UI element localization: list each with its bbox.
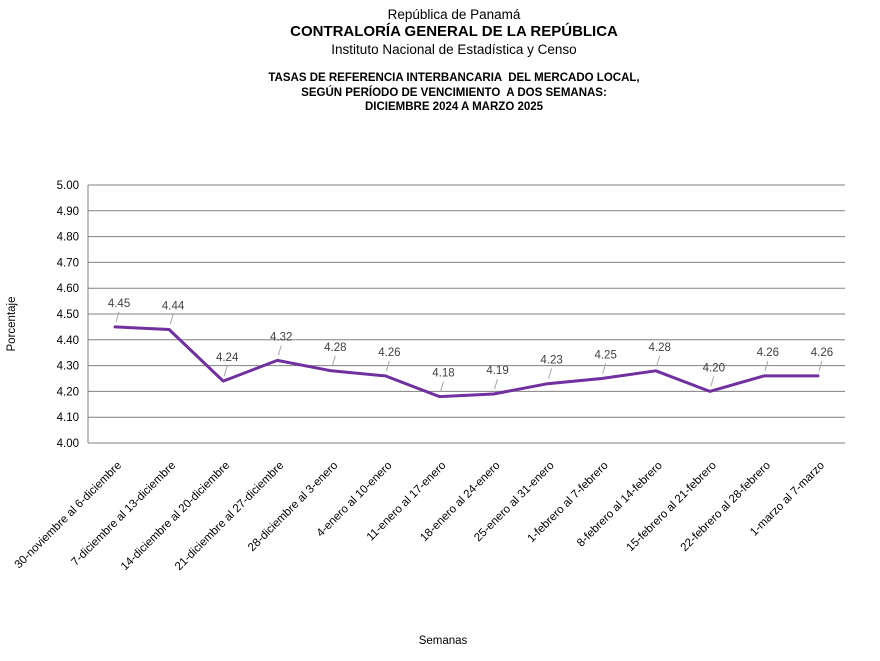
y-tick-label: 4.80 bbox=[57, 232, 79, 244]
institution-title: CONTRALORÍA GENERAL DE LA REPÚBLICA bbox=[290, 23, 618, 40]
line-chart: 4.00 4.10 4.20 4.30 4.40 4.50 4.60 4.70 4.80 4.90… bbox=[6, 180, 845, 647]
data-label-leader-line bbox=[548, 368, 553, 379]
y-tick-label: 4.90 bbox=[57, 206, 79, 218]
data-label-leader-line bbox=[331, 355, 336, 366]
data-label: 4.44 bbox=[162, 300, 185, 312]
data-label: 4.26 bbox=[757, 347, 779, 359]
data-label-leader-line bbox=[223, 365, 228, 377]
country-title: República de Panamá bbox=[387, 7, 521, 22]
chart-title: TASAS DE REFERENCIA INTERBANCARIA DEL ME… bbox=[0, 71, 880, 115]
y-tick-label: 4.30 bbox=[57, 361, 79, 373]
data-label-leader-line bbox=[764, 360, 769, 372]
data-label: 4.28 bbox=[324, 342, 346, 354]
y-tick-label: 4.20 bbox=[57, 386, 79, 398]
y-tick-label: 4.40 bbox=[57, 335, 79, 347]
data-label: 4.28 bbox=[649, 342, 671, 354]
y-tick-label: 5.00 bbox=[57, 180, 79, 192]
data-label: 4.18 bbox=[432, 368, 454, 380]
data-label-leader-line bbox=[494, 378, 499, 390]
chart-title-line2: SEGÚN PERÍODO DE VENCIMIENTO A DOS SEMAN… bbox=[301, 86, 607, 99]
y-tick-label: 4.60 bbox=[57, 283, 79, 295]
data-label: 4.19 bbox=[486, 365, 508, 377]
x-category-label: 15-febrero al 21-febrero bbox=[625, 460, 719, 554]
gridlines-group bbox=[88, 184, 845, 444]
y-tick-labels-group: 4.00 4.10 4.20 4.30 4.40 4.50 4.60 4.70 4.80 4.90… bbox=[57, 180, 79, 450]
y-tick-label: 4.00 bbox=[57, 438, 79, 450]
x-category-label: 14-diciembre al 20-diciembre bbox=[119, 460, 232, 573]
data-label: 4.24 bbox=[216, 352, 239, 364]
data-label-leader-line bbox=[169, 314, 174, 325]
data-label-leader-line bbox=[602, 363, 607, 374]
data-label: 4.26 bbox=[378, 347, 400, 359]
data-label-leader-line bbox=[385, 360, 390, 372]
x-category-label: 22-febrero al 28-febrero bbox=[679, 460, 773, 554]
y-axis-title: Porcentaje bbox=[6, 297, 18, 352]
y-tick-label: 4.70 bbox=[57, 257, 79, 269]
data-label-leader-line bbox=[277, 345, 282, 356]
data-label-leader-line bbox=[115, 311, 120, 323]
data-labels-group: 4.45 4.44 4.24 4.32 4.28 4.26 4.18 4.19 4.23 4.25… bbox=[108, 298, 833, 392]
y-tick-label: 4.10 bbox=[57, 412, 79, 424]
data-label: 4.26 bbox=[811, 347, 833, 359]
y-tick-label: 4.50 bbox=[57, 309, 79, 321]
data-label-leader-line bbox=[439, 381, 444, 392]
data-label: 4.20 bbox=[703, 362, 725, 374]
x-category-label: 30-noviembre al 6-diciembre bbox=[13, 460, 125, 572]
data-label: 4.45 bbox=[108, 298, 130, 310]
x-axis-title: Semanas bbox=[419, 635, 468, 647]
data-label: 4.23 bbox=[540, 355, 562, 367]
chart-title-line3: DICIEMBRE 2024 A MARZO 2025 bbox=[364, 101, 544, 113]
series-line bbox=[113, 325, 820, 399]
department-title: Instituto Nacional de Estadística y Cens… bbox=[331, 42, 577, 57]
chart-title-line1: TASAS DE REFERENCIA INTERBANCARIA DEL ME… bbox=[268, 72, 640, 84]
data-label-leader-line bbox=[818, 360, 823, 372]
x-category-label: 7-diciembre al 13-diciembre bbox=[69, 460, 178, 569]
data-label: 4.25 bbox=[594, 350, 616, 362]
data-label-leader-line bbox=[656, 355, 661, 366]
x-category-label: 28-diciembre al 3-enero bbox=[246, 460, 340, 554]
data-label: 4.32 bbox=[270, 331, 292, 343]
x-category-label: 21-diciembre al 27-diciembre bbox=[173, 460, 286, 573]
report-header: República de Panamá CONTRALORÍA GENERAL … bbox=[0, 6, 880, 58]
data-label-leader-line bbox=[710, 376, 715, 387]
